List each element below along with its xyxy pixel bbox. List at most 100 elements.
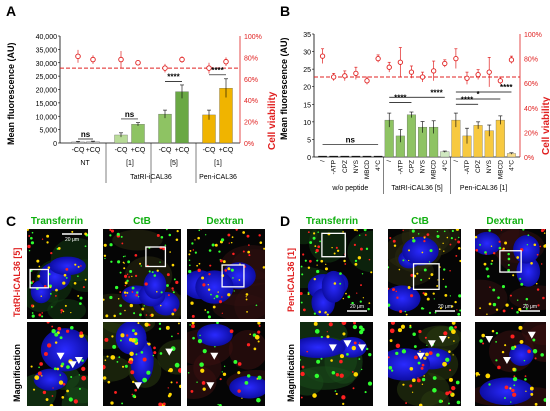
micro-puncta: [122, 261, 125, 264]
micro-puncta: [126, 291, 129, 294]
micro-puncta: [448, 350, 451, 353]
micro-puncta: [352, 324, 358, 330]
micro-puncta: [123, 267, 126, 270]
micro-puncta: [121, 365, 125, 368]
micro-puncta: [430, 273, 434, 276]
a-viability-point: [223, 58, 229, 65]
micro-puncta: [61, 396, 65, 399]
micro-puncta: [333, 252, 336, 255]
micro-puncta: [81, 359, 84, 362]
micro-puncta: [151, 271, 154, 274]
a-viability-point: [118, 56, 124, 63]
micro-puncta: [300, 396, 303, 399]
micro-cytoplasm: [347, 230, 373, 273]
arrowhead-marker: [438, 336, 447, 343]
micro-puncta: [410, 294, 414, 298]
micro-puncta: [214, 243, 218, 247]
micro-puncta: [257, 330, 261, 334]
micro-puncta: [429, 249, 433, 253]
micro-puncta: [443, 230, 446, 233]
micro-puncta: [27, 229, 29, 231]
micro-puncta: [434, 311, 437, 314]
micro-puncta: [452, 354, 454, 356]
micro-puncta: [507, 252, 510, 256]
micro-puncta: [443, 331, 448, 336]
micro-puncta: [479, 339, 483, 343]
a-xtick: +CQ: [175, 147, 190, 154]
micro-puncta: [421, 251, 424, 254]
arrowhead-marker: [56, 352, 65, 360]
micro-puncta: [488, 302, 492, 306]
micro-puncta: [192, 336, 195, 340]
micro-puncta: [167, 394, 171, 398]
micro-cytoplasm: [65, 374, 88, 404]
micro-puncta: [54, 341, 58, 344]
micro-puncta: [331, 370, 336, 375]
micro-puncta: [106, 355, 109, 358]
micro-puncta: [450, 237, 453, 240]
b-viability-point: [408, 69, 415, 75]
micro-puncta: [140, 351, 144, 354]
b-xtick: -ATP: [464, 160, 471, 174]
micro-puncta: [320, 335, 323, 339]
micro-puncta: [135, 293, 138, 297]
micro-puncta: [525, 390, 527, 393]
micro-puncta: [448, 390, 452, 394]
micro-puncta: [246, 343, 251, 347]
micro-puncta: [492, 288, 496, 292]
micro-puncta: [423, 239, 426, 243]
micro-puncta: [308, 259, 312, 263]
micro-puncta: [524, 375, 527, 378]
b-xtick: MBCD: [497, 160, 504, 179]
micro-puncta: [306, 350, 309, 353]
micro-puncta: [131, 393, 134, 396]
micro-puncta: [202, 349, 207, 354]
panel-a: A Mean fluorescence (AU) Cell viability …: [6, 3, 278, 183]
micro-puncta: [227, 267, 231, 271]
micro-puncta: [359, 330, 364, 335]
micro-puncta: [458, 236, 460, 239]
micro-puncta: [162, 247, 166, 251]
micro-puncta: [103, 254, 107, 257]
micro-puncta: [422, 292, 425, 295]
b-xtick: /: [320, 160, 327, 162]
micro-puncta: [504, 241, 508, 245]
micro-puncta: [346, 353, 349, 356]
micro-puncta: [119, 339, 122, 342]
micro-puncta: [131, 338, 136, 343]
micro-puncta: [159, 261, 161, 263]
micro-puncta: [28, 250, 31, 252]
a-xtick: +CQ: [219, 147, 234, 154]
a-group-label: Pen-iCAL36: [199, 174, 237, 181]
a-xtick: +CQ: [131, 147, 146, 154]
a-viability-point: [90, 56, 96, 63]
micro-puncta: [137, 296, 140, 298]
micro-puncta: [396, 296, 399, 299]
a-y2tick: 20%: [244, 120, 258, 127]
micro-puncta: [44, 352, 48, 356]
micro-puncta: [110, 401, 114, 405]
micro-puncta: [509, 387, 512, 390]
panel-label-d: D: [280, 213, 290, 229]
a-ylabel: Mean fluorescence (AU): [6, 42, 16, 145]
micro-puncta: [341, 322, 347, 326]
micro-puncta: [426, 344, 428, 346]
micro-puncta: [173, 308, 177, 312]
micro-puncta: [27, 244, 31, 249]
micro-puncta: [360, 368, 363, 371]
micro-puncta: [84, 232, 88, 236]
b-ytick: 5: [307, 137, 311, 144]
micro-puncta: [300, 371, 305, 377]
micro-puncta: [148, 270, 151, 273]
micro-puncta: [479, 307, 482, 310]
micro-puncta: [142, 377, 148, 383]
micro-puncta: [104, 359, 107, 362]
micro-puncta: [207, 315, 211, 319]
b-viability-point: [508, 57, 515, 63]
micro-puncta: [426, 297, 430, 301]
micro-puncta: [397, 328, 403, 333]
micro-puncta: [131, 286, 135, 290]
micro-puncta: [364, 234, 367, 236]
micro-puncta: [388, 266, 390, 269]
micro-puncta: [512, 392, 517, 397]
